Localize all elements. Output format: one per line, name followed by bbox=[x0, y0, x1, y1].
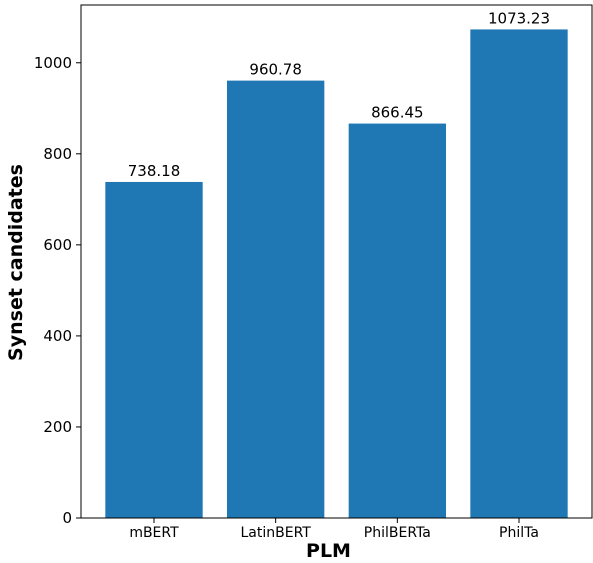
plot-frame bbox=[80, 4, 593, 519]
x-tick-label-philta: PhilTa bbox=[499, 525, 539, 541]
x-axis: mBERT LatinBERT PhilBERTa PhilTa bbox=[129, 518, 539, 541]
y-tick-label-600: 600 bbox=[43, 236, 72, 254]
x-tick-label-philberta: PhilBERTa bbox=[364, 525, 431, 541]
y-tick-label-200: 200 bbox=[43, 418, 72, 436]
data-label-philberta: 866.45 bbox=[371, 104, 424, 122]
bar-latinbert bbox=[227, 80, 325, 519]
y-tick-label-1000: 1000 bbox=[34, 54, 72, 72]
y-tick-label-800: 800 bbox=[43, 145, 72, 163]
data-label-mbert: 738.18 bbox=[128, 162, 181, 180]
x-tick-label-latinbert: LatinBERT bbox=[240, 525, 311, 541]
x-tick-label-mbert: mBERT bbox=[129, 525, 179, 541]
data-labels-group: 738.18 960.78 866.45 1073.23 bbox=[128, 9, 550, 180]
bar-philberta bbox=[348, 123, 446, 519]
y-tick-label-400: 400 bbox=[43, 327, 72, 345]
x-axis-title: PLM bbox=[306, 540, 351, 562]
y-axis-title: Synset candidates bbox=[5, 164, 27, 361]
bar-philta bbox=[470, 29, 568, 519]
bar-mbert bbox=[105, 181, 203, 518]
y-tick-label-0: 0 bbox=[62, 509, 72, 527]
data-label-philta: 1073.23 bbox=[488, 9, 550, 27]
bars-group bbox=[105, 29, 568, 519]
data-label-latinbert: 960.78 bbox=[249, 61, 302, 79]
y-axis: 0 200 400 600 800 1000 bbox=[34, 54, 81, 527]
